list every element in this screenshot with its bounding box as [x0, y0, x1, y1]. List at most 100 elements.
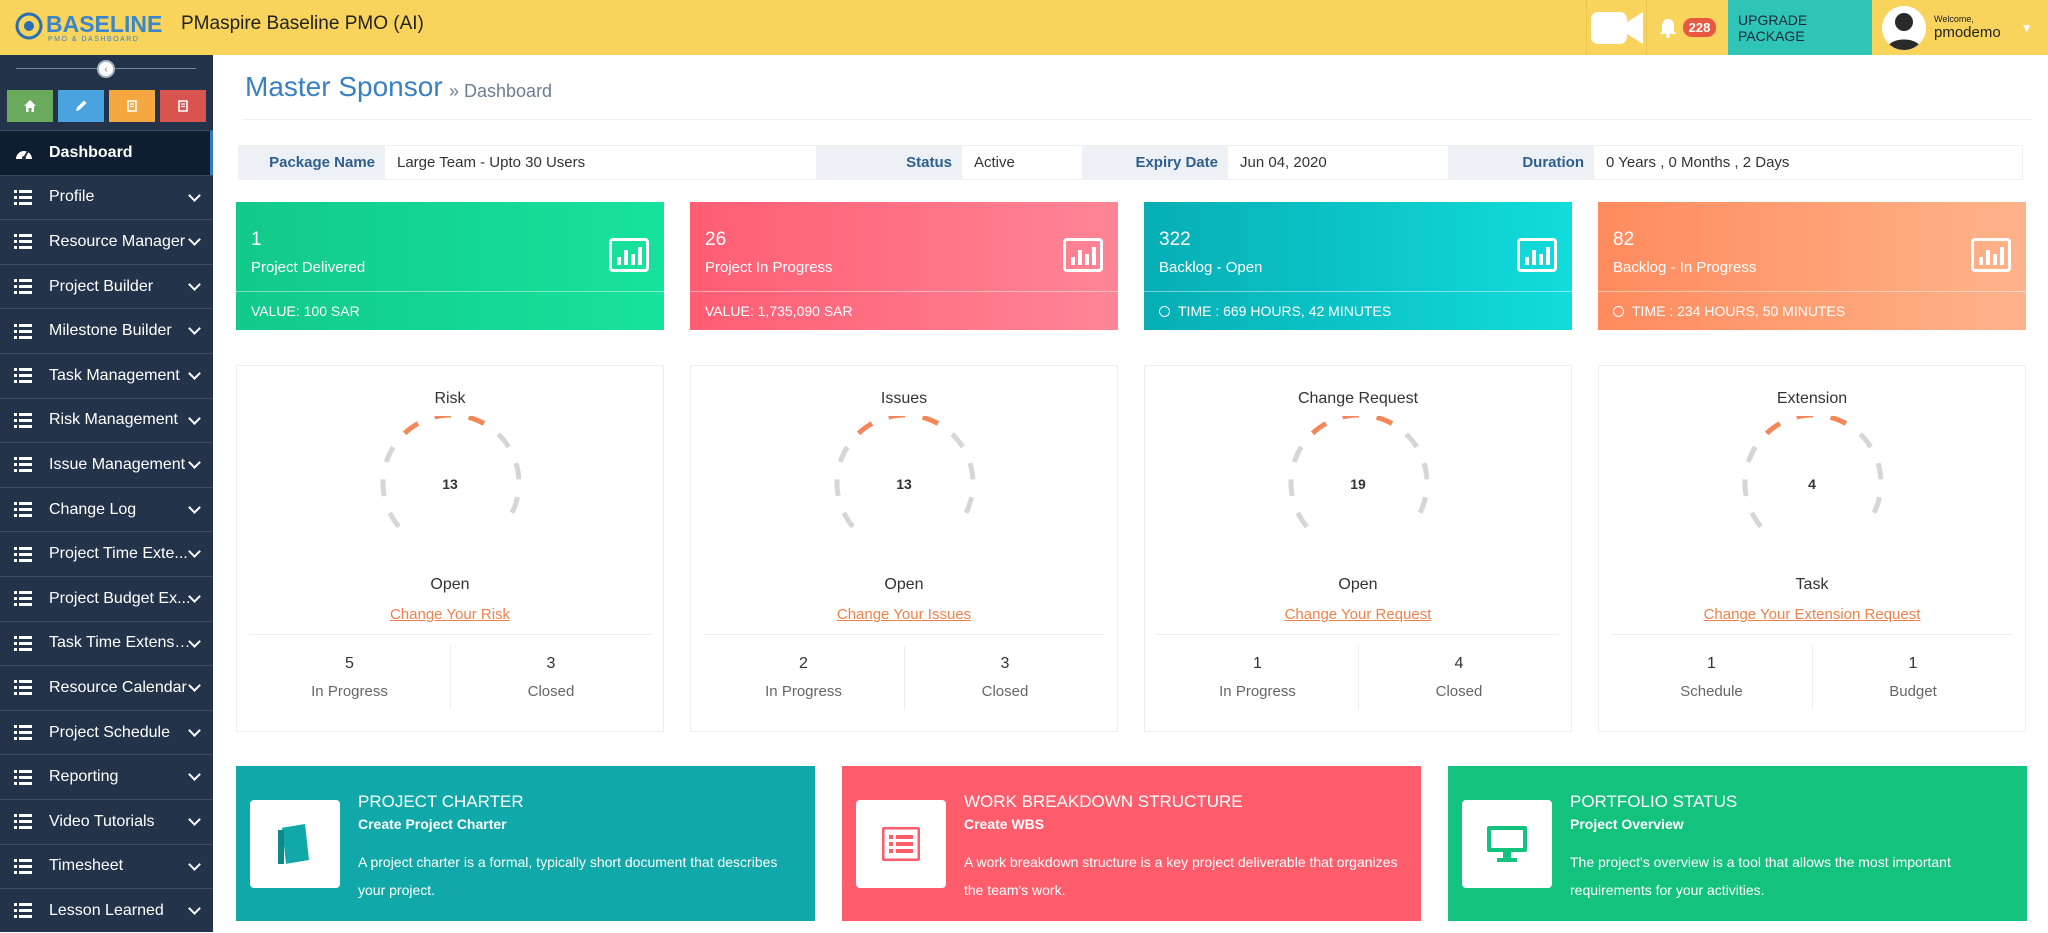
sidebar-item-project-budget-extension[interactable]: Project Budget Ex... [0, 575, 213, 621]
sidebar-item-label: Project Builder [49, 277, 154, 295]
gauge-segment [496, 432, 511, 449]
closed-label: Closed [981, 683, 1029, 700]
app-logo[interactable]: BASELINE PMO & DASHBOARD [14, 8, 174, 46]
stat-card-backlog-open[interactable]: 322 Backlog - Open TIME : 669 HOURS, 42 … [1144, 202, 1572, 330]
video-button[interactable] [1586, 0, 1646, 55]
issues-card: Issues 13 Open Change Your Issues 2 In Pr… [690, 365, 1118, 732]
project-charter-card[interactable]: PROJECT CHARTER Create Project Charter A… [236, 766, 815, 921]
sidebar-item-dashboard[interactable]: Dashboard [0, 130, 213, 175]
stat-number: 1 [251, 229, 262, 250]
page-title: Master Sponsor [245, 71, 443, 102]
list-icon [14, 635, 34, 651]
sidebar-item-label: Timesheet [49, 857, 124, 875]
edit-button[interactable] [58, 90, 104, 122]
gauge-segment [1421, 462, 1430, 480]
notifications-button[interactable]: 228 [1646, 0, 1728, 55]
sidebar-item-timesheet[interactable]: Timesheet [0, 843, 213, 889]
card-title: Extension [1776, 390, 1848, 407]
list-icon [14, 279, 34, 295]
divider [249, 634, 651, 635]
gauge-segment [1745, 445, 1758, 463]
sidebar-item-change-log[interactable]: Change Log [0, 486, 213, 532]
upgrade-package-button[interactable]: UPGRADE PACKAGE [1728, 0, 1872, 55]
gauge-segment [380, 479, 387, 497]
home-button[interactable] [7, 90, 53, 122]
stat-label: Project Delivered [251, 259, 366, 276]
sidebar-toggle-button[interactable]: ‹ [97, 60, 115, 78]
list-icon [14, 591, 34, 607]
notification-count-badge: 228 [1682, 18, 1717, 37]
list-icon [14, 814, 34, 830]
sidebar-item-label: Task Time Extensi... [49, 634, 191, 652]
sidebar-item-resource-calendar[interactable]: Resource Calendar [0, 665, 213, 710]
list-icon [14, 903, 34, 919]
list-icon [14, 546, 34, 562]
create-wbs-link[interactable]: Create WBS [964, 816, 1045, 832]
sidebar-item-risk-management[interactable]: Risk Management [0, 397, 213, 443]
change-extension-request-link[interactable]: Change Your Extension Request [1703, 606, 1921, 623]
change-issues-link[interactable]: Change Your Issues [836, 606, 972, 623]
stat-card-backlog-in-progress[interactable]: 82 Backlog - In Progress TIME : 234 HOUR… [1598, 202, 2026, 330]
stat-card-projects-delivered[interactable]: 1 Project Delivered VALUE: 100 SAR [236, 202, 664, 330]
project-overview-link[interactable]: Project Overview [1570, 816, 1684, 832]
sidebar-item-video-tutorials[interactable]: Video Tutorials [0, 798, 213, 844]
gauge-segment [383, 445, 396, 463]
stat-card-projects-in-progress[interactable]: 26 Project In Progress VALUE: 1,735,090 … [690, 202, 1118, 330]
package-info-row: Package Name Large Team - Upto 30 Users … [238, 145, 2023, 180]
gauge-segment [841, 511, 855, 529]
sidebar-item-issue-management[interactable]: Issue Management [0, 442, 213, 487]
create-project-charter-link[interactable]: Create Project Charter [358, 816, 507, 832]
gauge-segment [467, 416, 486, 426]
in-progress-count: 2 [799, 655, 808, 672]
change-risk-link[interactable]: Change Your Risk [389, 606, 511, 623]
sidebar-item-resource-manager[interactable]: Resource Manager [0, 219, 213, 264]
closed-count: 3 [1000, 655, 1010, 672]
in-progress-label: In Progress [765, 683, 842, 700]
sidebar-item-project-builder[interactable]: Project Builder [0, 263, 213, 309]
app-title: PMaspire Baseline PMO (AI) [181, 13, 424, 34]
schedule-count: 1 [1707, 655, 1716, 672]
sidebar-item-label: Issue Management [49, 455, 186, 473]
book-icon [127, 100, 137, 112]
card-heading: WORK BREAKDOWN STRUCTURE [964, 792, 1243, 811]
sidebar-item-label: Risk Management [49, 411, 178, 429]
sidebar-item-label: Reporting [49, 768, 119, 786]
portfolio-status-card[interactable]: PORTFOLIO STATUS Project Overview The pr… [1448, 766, 2027, 921]
stat-footer: TIME : 234 HOURS, 50 MINUTES [1632, 303, 1846, 319]
sidebar-menu: Dashboard Profile Resource Manager Proje… [0, 130, 213, 933]
gauge-segment [1829, 416, 1848, 426]
expiry-date-label: Expiry Date [1082, 146, 1228, 179]
risk-card: Risk 13 Open Change Your Risk 5 In Progre… [236, 365, 664, 732]
gauge-segment [1742, 479, 1749, 497]
sidebar-item-milestone-builder[interactable]: Milestone Builder [0, 308, 213, 353]
sidebar-item-profile[interactable]: Profile [0, 174, 213, 220]
breadcrumb[interactable]: » Dashboard [449, 81, 553, 101]
in-progress-count: 5 [345, 655, 354, 672]
book-button[interactable] [109, 90, 155, 122]
main-content: Master Sponsor » Dashboard Package Name … [213, 55, 2048, 932]
gauge-ring [834, 416, 976, 529]
clock-icon [1159, 305, 1170, 317]
logo-subtext: PMO & DASHBOARD [48, 36, 139, 43]
sidebar-item-reporting[interactable]: Reporting [0, 754, 213, 799]
book-button-alt[interactable] [160, 90, 206, 122]
change-request-link[interactable]: Change Your Request [1284, 606, 1432, 623]
gauge-segment [1417, 496, 1428, 514]
sidebar-item-task-time-extension[interactable]: Task Time Extensi... [0, 620, 213, 666]
sidebar-item-lesson-learned[interactable]: Lesson Learned [0, 888, 213, 933]
gauge-segment [434, 416, 452, 420]
card-title: Risk [434, 390, 466, 407]
bar-chart-icon [1971, 238, 2011, 272]
bar-chart-icon [1517, 238, 1557, 272]
sidebar-item-project-time-extension[interactable]: Project Time Exte... [0, 531, 213, 576]
gauge-segment [967, 462, 976, 480]
sidebar-item-label: Resource Manager [49, 232, 186, 250]
wbs-card[interactable]: WORK BREAKDOWN STRUCTURE Create WBS A wo… [842, 766, 1421, 921]
gauge-status: Open [430, 576, 470, 593]
user-menu[interactable]: Welcome, pmodemo ▼ [1872, 0, 2048, 55]
gauge-segment [921, 416, 940, 426]
sidebar-item-project-schedule[interactable]: Project Schedule [0, 709, 213, 755]
bell-icon [1659, 18, 1676, 38]
top-bar: BASELINE PMO & DASHBOARD PMaspire Baseli… [0, 0, 2048, 55]
sidebar-item-task-management[interactable]: Task Management [0, 352, 213, 398]
